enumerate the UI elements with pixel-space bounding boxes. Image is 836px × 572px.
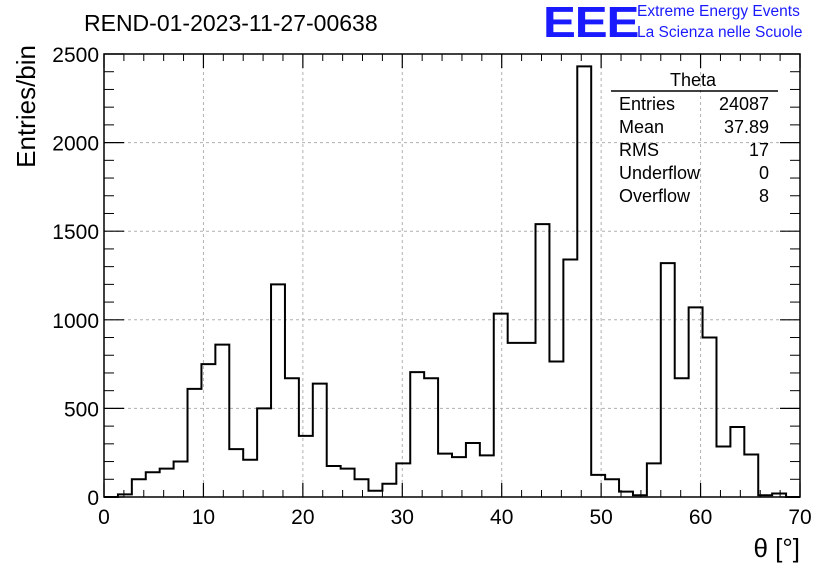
stats-value: 37.89 — [724, 117, 769, 137]
eee-logo: EEE — [543, 0, 639, 47]
stats-value: 17 — [749, 140, 769, 160]
stats-title: Theta — [670, 70, 717, 90]
histogram-outline — [104, 65, 800, 498]
stats-box: Theta Entries 24087 Mean 37.89 RMS 17 Underflo… — [611, 70, 778, 206]
stats-label: Entries — [619, 94, 675, 114]
y-tick-label: 2000 — [52, 133, 99, 156]
y-tick-label: 0 — [87, 487, 99, 510]
y-tick-label: 1000 — [52, 310, 99, 333]
stats-label: RMS — [619, 140, 659, 160]
chart-title: REND-01-2023-11-27-00638 — [84, 10, 378, 36]
x-axis-title: θ [°] — [753, 533, 800, 563]
stats-label: Underflow — [619, 163, 701, 183]
x-tick-label: 20 — [291, 506, 314, 529]
x-tick-label: 50 — [589, 506, 612, 529]
stats-value: 0 — [759, 163, 769, 183]
logo-subtitle-line2: La Scienza nelle Scuole — [637, 24, 803, 41]
stats-value: 24087 — [719, 94, 769, 114]
y-tick-label: 500 — [64, 398, 99, 421]
plot-frame — [103, 53, 801, 498]
stats-value: 8 — [759, 186, 769, 206]
logo-subtitle-line1: Extreme Energy Events — [637, 3, 800, 20]
x-tick-label: 0 — [98, 506, 110, 529]
x-tick-label: 10 — [192, 506, 215, 529]
x-tick-label: 40 — [490, 506, 513, 529]
tick-labels: 0 10 20 30 40 50 60 70 0 500 1000 1500 2000 2500 — [52, 44, 811, 529]
y-tick-label: 1500 — [52, 221, 99, 244]
stats-label: Overflow — [619, 186, 691, 206]
stats-label: Mean — [619, 117, 664, 137]
x-tick-label: 30 — [391, 506, 414, 529]
y-tick-label: 2500 — [52, 44, 99, 67]
x-tick-label: 70 — [788, 506, 811, 529]
x-tick-label: 60 — [689, 506, 712, 529]
y-axis-title: Entries/bin — [11, 45, 41, 168]
axis-ticks — [103, 53, 801, 498]
grid-lines — [104, 54, 800, 497]
